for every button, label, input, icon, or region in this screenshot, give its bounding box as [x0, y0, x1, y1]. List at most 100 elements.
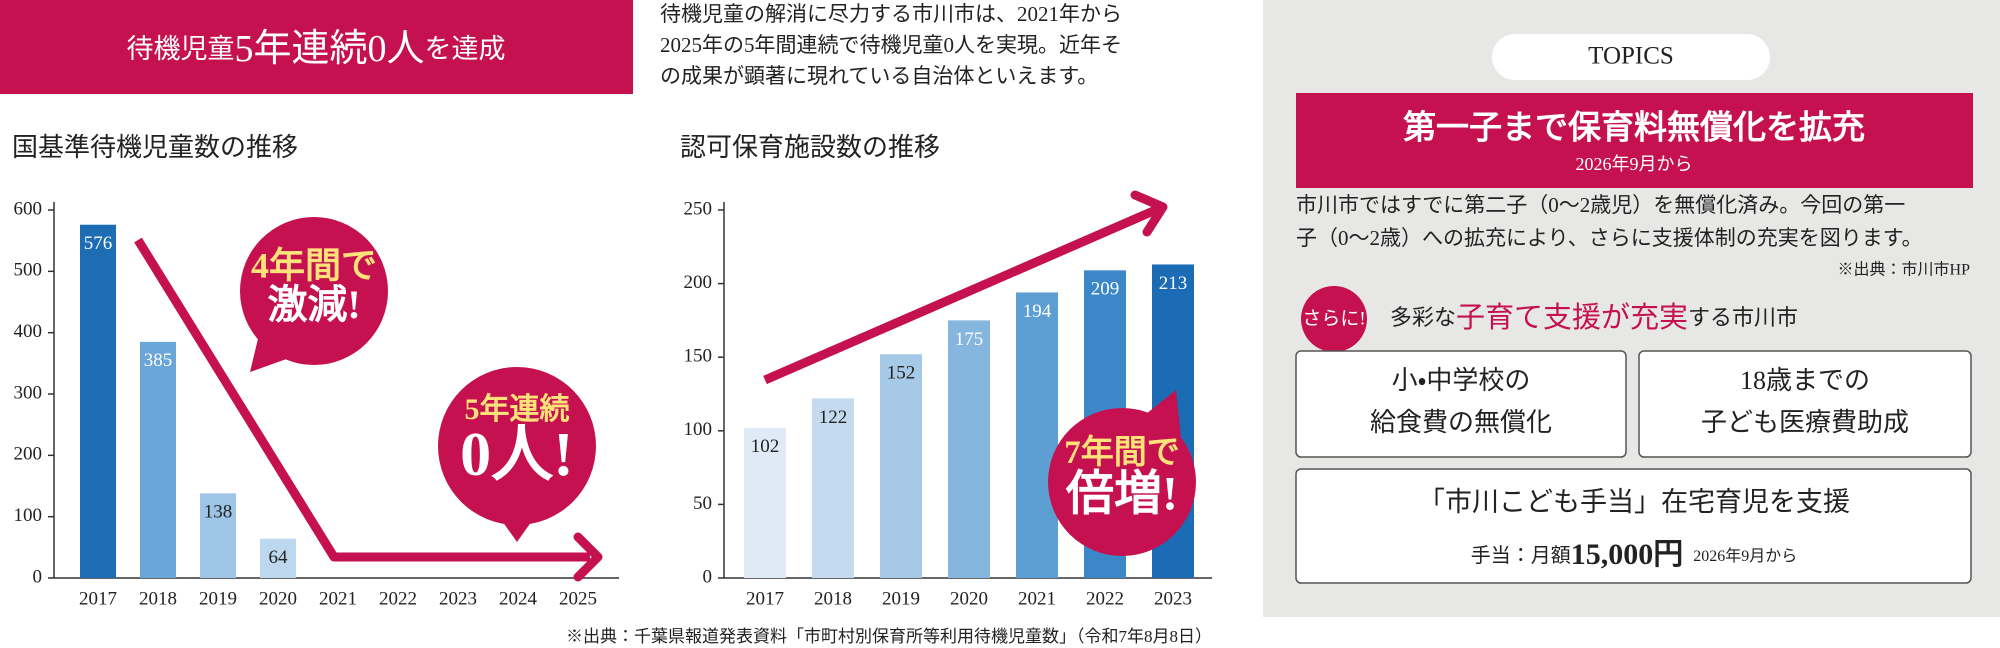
topics-pill	[1492, 34, 1770, 80]
topics-body: 子（0〜2歳）への拡充により、さらに支援体制の充実を図ります。	[1296, 226, 1923, 250]
bar	[880, 354, 922, 578]
support-box	[1295, 350, 1627, 458]
value-label: 209	[1091, 279, 1120, 300]
x-tick-label: 2018	[814, 588, 852, 609]
x-tick-label: 2024	[499, 588, 538, 609]
bar	[80, 224, 116, 578]
y-tick-label: 500	[14, 260, 43, 281]
y-tick-label: 0	[33, 566, 43, 587]
value-label: 194	[1023, 301, 1052, 322]
intro-line: の成果が顕著に現れている自治体といえます。	[660, 64, 1098, 88]
support-box-text: 小・中学校の	[1392, 366, 1531, 395]
y-tick-label: 200	[14, 444, 43, 465]
banner-text: 待機児童5年連続0人を達成	[126, 28, 505, 70]
allowance-lead: 手当：月額	[1471, 544, 1571, 567]
y-tick-label: 100	[14, 505, 43, 526]
y-tick-label: 50	[693, 493, 712, 514]
y-tick-label: 400	[14, 321, 43, 342]
y-tick-label: 150	[684, 346, 713, 367]
value-label: 138	[204, 502, 233, 523]
y-tick-label: 100	[684, 419, 713, 440]
y-tick-label: 0	[703, 566, 713, 587]
banner-emph: 5年連続0人	[234, 28, 424, 70]
badge	[1301, 286, 1367, 352]
source: ※出典：千葉県報道発表資料「市町村別保育所等利用待機児童数」（令和7年8月8日）	[566, 627, 1212, 646]
y-tick-label: 600	[14, 198, 43, 219]
y-tick-label: 200	[684, 272, 713, 293]
allowance-title: 「市川こども手当」在宅育児を支援	[1418, 487, 1850, 517]
banner-lead: 待機児童	[126, 34, 234, 64]
x-tick-label: 2021	[1018, 588, 1056, 609]
y-tick-label: 250	[684, 198, 713, 219]
support-emph: 子育て支援が充実	[1456, 301, 1688, 334]
x-tick-label: 2023	[439, 588, 477, 609]
trend-arrow	[134, 237, 590, 562]
x-tick-label: 2018	[139, 588, 177, 609]
support-line: 多彩な子育て支援が充実する市川市	[1390, 301, 1798, 334]
x-tick-label: 2022	[379, 588, 417, 609]
callout-text: 0人!	[460, 421, 574, 489]
value-label: 152	[887, 363, 916, 384]
banner	[0, 0, 633, 94]
callout-text: 激減!	[267, 282, 360, 327]
x-tick-label: 2021	[319, 588, 357, 609]
intro-line: 2025年の5年間連続で待機児童0人を実現。近年そ	[660, 33, 1122, 57]
headline-sub: 2026年9月から	[1576, 154, 1693, 174]
value-label: 576	[84, 233, 113, 254]
bar	[260, 538, 296, 578]
x-tick-label: 2019	[882, 588, 920, 609]
bar	[1016, 292, 1058, 578]
arrow-head	[573, 532, 603, 582]
topics-body: 市川市ではすでに第二子（0〜2歳児）を無償化済み。今回の第一	[1296, 193, 1905, 217]
value-label: 64	[269, 547, 289, 568]
x-tick-label: 2017	[79, 588, 117, 609]
x-tick-label: 2025	[559, 588, 597, 609]
value-label: 102	[751, 436, 780, 457]
chart-title: 認可保育施設数の推移	[680, 133, 940, 162]
badge-text: さらに!	[1302, 308, 1365, 329]
value-label: 122	[819, 407, 848, 428]
banner-tail: を達成	[425, 34, 506, 64]
bar	[948, 320, 990, 578]
x-tick-label: 2023	[1154, 588, 1192, 609]
callout-text: 4年間で	[251, 245, 377, 285]
headline: 第一子まで保育料無償化を拡充	[1403, 110, 1865, 147]
support-tail: する市川市	[1688, 305, 1798, 330]
arrow-head	[1130, 190, 1168, 237]
allowance-line: 手当：月額15,000円 2026年9月から	[1471, 538, 1798, 571]
allowance-box	[1295, 468, 1972, 584]
trend-arrow	[763, 204, 1160, 385]
callout	[240, 217, 388, 365]
support-box	[1638, 350, 1972, 458]
x-tick-label: 2020	[950, 588, 988, 609]
callout-text: 5年連続	[465, 393, 570, 426]
topics-label: TOPICS	[1588, 43, 1674, 70]
value-label: 213	[1159, 273, 1188, 294]
value-label: 385	[144, 350, 173, 371]
topics-source: ※出典：市川市HP	[1838, 261, 1971, 279]
bar	[200, 493, 236, 578]
callout	[1048, 408, 1196, 556]
y-tick-label: 300	[14, 382, 43, 403]
support-box-text: 18歳までの	[1740, 366, 1870, 395]
bar	[812, 398, 854, 578]
chart-title: 国基準待機児童数の推移	[12, 133, 298, 162]
support-lead: 多彩な	[1390, 305, 1456, 330]
callout	[438, 367, 596, 525]
headline-box	[1296, 93, 1973, 188]
callout-text: 倍増!	[1065, 468, 1178, 521]
x-tick-label: 2019	[199, 588, 237, 609]
x-tick-label: 2020	[259, 588, 297, 609]
x-tick-label: 2022	[1086, 588, 1124, 609]
x-tick-label: 2017	[746, 588, 784, 609]
support-box-text: 給食費の無償化	[1370, 408, 1552, 437]
callout-text: 7年間で	[1064, 434, 1180, 471]
support-box-text: 子ども医療費助成	[1701, 408, 1909, 437]
intro-line: 待機児童の解消に尽力する市川市は、2021年から	[660, 2, 1122, 26]
allowance-note: 2026年9月から	[1693, 547, 1797, 565]
value-label: 175	[955, 329, 984, 350]
allowance-amount: 15,000円	[1571, 538, 1684, 571]
